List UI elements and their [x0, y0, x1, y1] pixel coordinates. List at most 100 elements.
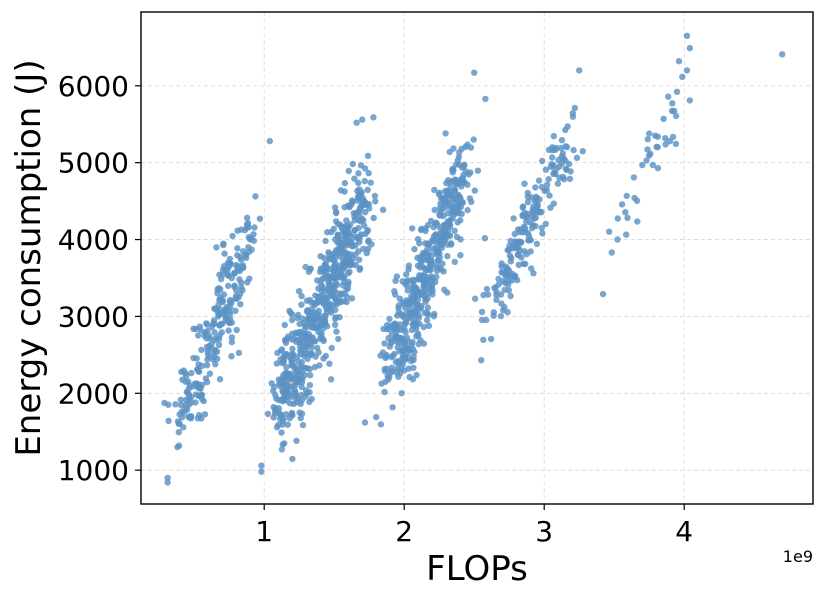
- data-point: [423, 317, 431, 324]
- data-point: [287, 309, 294, 316]
- data-point: [300, 337, 308, 345]
- data-point: [556, 163, 563, 170]
- data-point: [623, 231, 630, 238]
- data-point: [437, 225, 444, 232]
- data-point: [381, 340, 388, 347]
- data-point: [669, 133, 677, 141]
- data-point: [468, 198, 475, 206]
- data-point: [264, 410, 272, 418]
- data-point: [330, 257, 338, 264]
- data-point: [427, 266, 434, 273]
- data-point: [165, 417, 172, 424]
- data-point: [284, 376, 291, 383]
- data-point: [225, 282, 232, 289]
- data-point: [244, 279, 251, 286]
- data-point: [278, 429, 285, 436]
- data-point: [210, 320, 217, 327]
- plot-frame: [140, 11, 814, 505]
- data-point: [283, 351, 291, 358]
- data-point: [554, 180, 562, 187]
- data-point: [306, 381, 314, 389]
- x-tick-label: 2: [395, 515, 413, 548]
- data-point: [193, 355, 200, 362]
- data-point: [203, 321, 211, 328]
- data-point: [220, 263, 228, 270]
- data-point: [409, 321, 416, 328]
- data-point: [251, 224, 258, 231]
- data-point: [244, 220, 252, 227]
- data-point: [370, 214, 377, 222]
- data-point: [355, 170, 362, 177]
- data-point: [233, 326, 240, 334]
- data-point: [180, 367, 187, 374]
- data-point: [478, 357, 485, 364]
- data-point: [393, 338, 400, 345]
- data-point: [252, 193, 259, 200]
- data-point: [344, 242, 351, 249]
- data-point: [420, 340, 428, 347]
- data-point: [299, 364, 307, 371]
- data-point: [565, 160, 573, 168]
- data-point: [409, 278, 417, 286]
- data-point: [222, 307, 229, 314]
- data-point: [319, 292, 327, 299]
- data-point: [430, 313, 437, 320]
- data-point: [423, 250, 430, 257]
- data-point: [331, 204, 339, 211]
- data-point: [333, 209, 340, 217]
- data-point: [334, 281, 341, 288]
- data-point: [649, 161, 656, 169]
- data-point: [216, 376, 224, 383]
- data-point: [213, 244, 220, 251]
- data-point: [242, 252, 249, 259]
- data-point: [414, 301, 421, 308]
- data-point: [214, 286, 221, 293]
- data-point: [504, 246, 511, 254]
- data-point: [298, 301, 305, 308]
- data-point: [273, 360, 280, 367]
- data-point: [424, 221, 432, 229]
- data-point: [457, 252, 464, 259]
- data-point: [175, 429, 182, 436]
- data-point: [569, 113, 577, 120]
- data-point: [203, 362, 211, 369]
- data-point: [281, 440, 288, 447]
- data-point: [301, 371, 308, 379]
- data-point: [238, 283, 245, 291]
- data-point: [317, 253, 324, 260]
- data-point: [295, 288, 303, 295]
- data-point: [633, 197, 641, 204]
- data-point: [299, 421, 307, 429]
- data-point: [505, 287, 513, 294]
- data-point: [528, 194, 535, 201]
- data-point: [686, 97, 693, 104]
- data-point: [550, 200, 557, 207]
- data-point: [672, 112, 680, 120]
- data-point: [306, 365, 313, 373]
- data-point: [161, 399, 168, 407]
- y-tick-label: 5000: [58, 147, 129, 180]
- data-point: [409, 346, 417, 353]
- data-point: [234, 266, 241, 274]
- data-point: [412, 313, 419, 320]
- data-point: [538, 224, 545, 232]
- data-point: [280, 359, 287, 366]
- data-point: [183, 372, 190, 380]
- data-point: [406, 373, 413, 381]
- data-point: [329, 292, 336, 299]
- data-point: [523, 250, 530, 258]
- data-point: [634, 218, 641, 225]
- data-point: [341, 250, 348, 257]
- data-point: [198, 346, 205, 354]
- data-points: [161, 32, 786, 486]
- data-point: [422, 281, 429, 289]
- data-point: [271, 383, 278, 391]
- data-point: [355, 179, 362, 187]
- data-point: [471, 187, 478, 194]
- data-point: [308, 395, 315, 403]
- data-point: [351, 175, 358, 182]
- data-point: [394, 324, 401, 332]
- data-point: [436, 254, 444, 261]
- data-point: [356, 194, 363, 201]
- data-point: [336, 314, 343, 321]
